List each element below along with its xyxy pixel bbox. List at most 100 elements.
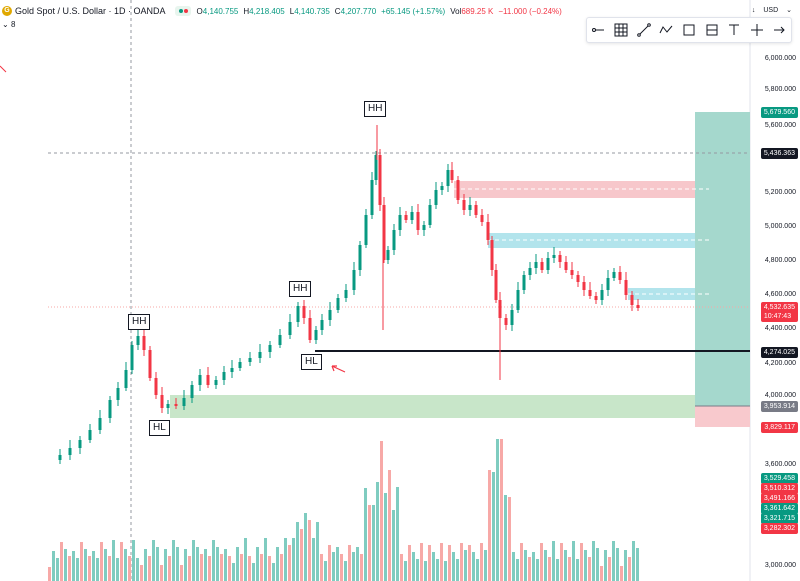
- position-icon[interactable]: [703, 21, 721, 39]
- candle-body: [230, 368, 234, 372]
- volume-bar: [416, 559, 419, 581]
- volume-bar: [216, 547, 219, 581]
- volume-bar: [456, 559, 459, 581]
- price-tick: 6,000.000: [764, 55, 796, 62]
- market-status-icon[interactable]: [174, 6, 191, 16]
- volume-bar: [68, 556, 71, 581]
- volume-bar: [308, 520, 311, 581]
- currency-select[interactable]: USD: [763, 6, 779, 14]
- volume-bar: [384, 493, 387, 581]
- candle-body: [428, 205, 432, 225]
- volume-bar: [520, 543, 523, 581]
- high-value: 4,218.405: [249, 6, 285, 16]
- volume-bar: [476, 559, 479, 581]
- candle-body: [588, 290, 592, 296]
- volume-bar: [224, 549, 227, 581]
- candle-body: [148, 350, 152, 378]
- volume-label-4: 3,361.642: [760, 503, 798, 514]
- volume-label-5: 3,321.715: [760, 513, 798, 524]
- volume-bar: [212, 540, 215, 581]
- arrow-icon[interactable]: [771, 21, 789, 39]
- candle-body: [546, 258, 550, 270]
- volume-bar: [596, 548, 599, 581]
- candle-body: [160, 395, 164, 408]
- candle-body: [386, 250, 390, 260]
- volume-bar: [124, 549, 127, 581]
- volume-bar: [52, 551, 55, 581]
- symbol-title[interactable]: Gold Spot / U.S. Dollar · 1D · OANDA: [15, 6, 166, 16]
- indicator-toggle[interactable]: ⌄ 8: [2, 20, 16, 29]
- candle-body: [382, 205, 386, 260]
- volume-bar: [428, 545, 431, 581]
- volume-bar: [128, 556, 131, 581]
- volume-bar: [276, 547, 279, 581]
- candle-body: [370, 180, 374, 215]
- volume-bar: [180, 565, 183, 581]
- pattern-label-hl[interactable]: HL: [149, 420, 170, 436]
- volume-bar: [464, 550, 467, 581]
- volume-bar: [400, 554, 403, 581]
- volume-bar: [632, 541, 635, 581]
- horizontal-ray-icon[interactable]: [589, 21, 607, 39]
- volume-bar: [160, 565, 163, 581]
- volume-bar: [116, 558, 119, 581]
- long-position-loss: [695, 406, 750, 427]
- volume-bar: [508, 497, 511, 581]
- volume-value: 689.25 K: [461, 6, 494, 16]
- path-icon[interactable]: [657, 21, 675, 39]
- price-tick: 4,200.000: [764, 360, 796, 367]
- volume-bar: [380, 441, 383, 581]
- candle-body: [450, 170, 454, 180]
- candle-body: [434, 190, 438, 205]
- candle-body: [142, 336, 146, 350]
- candle-body: [278, 335, 282, 345]
- pattern-label-hh[interactable]: HH: [364, 101, 387, 117]
- candle-body: [564, 262, 568, 270]
- candle-body: [352, 270, 356, 290]
- volume-bar: [412, 552, 415, 581]
- volume-bar: [608, 557, 611, 581]
- volume-bar: [588, 557, 591, 581]
- chevron-down-icon[interactable]: ⌄: [786, 7, 792, 14]
- volume-bar: [284, 538, 287, 581]
- price-tick: 4,600.000: [764, 291, 796, 298]
- pattern-label-hl[interactable]: HL: [301, 354, 322, 370]
- indicator-count: 8: [10, 20, 16, 29]
- candle-body: [258, 352, 262, 358]
- volume-bar: [572, 541, 575, 581]
- volume-bar: [104, 549, 107, 581]
- ohlc-legend: O4,140.755 H4,218.405 L4,140.735 C4,207.…: [196, 6, 562, 16]
- candle-body: [344, 290, 348, 298]
- support-line-label: 4,274.025: [760, 347, 798, 358]
- grid-icon[interactable]: [612, 21, 630, 39]
- volume-bar: [148, 556, 151, 581]
- volume-bar: [468, 545, 471, 581]
- volume-bar: [204, 549, 207, 581]
- candle-body: [480, 215, 484, 222]
- trend-line-icon[interactable]: [635, 21, 653, 39]
- text-icon[interactable]: [725, 21, 743, 39]
- pattern-label-hh[interactable]: HH: [128, 314, 151, 330]
- volume-bar: [368, 505, 371, 581]
- volume-bar: [436, 559, 439, 581]
- candle-body: [498, 300, 502, 318]
- candle-body: [456, 180, 460, 200]
- volume-bar: [316, 522, 319, 581]
- volume-bar: [440, 543, 443, 581]
- volume-bar: [152, 540, 155, 581]
- pattern-label-hh[interactable]: HH: [289, 281, 312, 297]
- candle-body: [490, 240, 494, 270]
- low-value: 4,140.735: [294, 6, 330, 16]
- volume-bar: [580, 543, 583, 581]
- volume-bar: [352, 552, 355, 581]
- candle-body: [238, 362, 242, 368]
- candle-body: [222, 372, 226, 380]
- crosshair-icon[interactable]: [748, 21, 766, 39]
- volume-bar: [624, 550, 627, 581]
- rectangle-icon[interactable]: [680, 21, 698, 39]
- arrow-down-icon[interactable]: ↓: [751, 6, 756, 14]
- candle-body: [558, 255, 562, 262]
- volume-bar: [188, 556, 191, 581]
- volume-bar: [60, 542, 63, 581]
